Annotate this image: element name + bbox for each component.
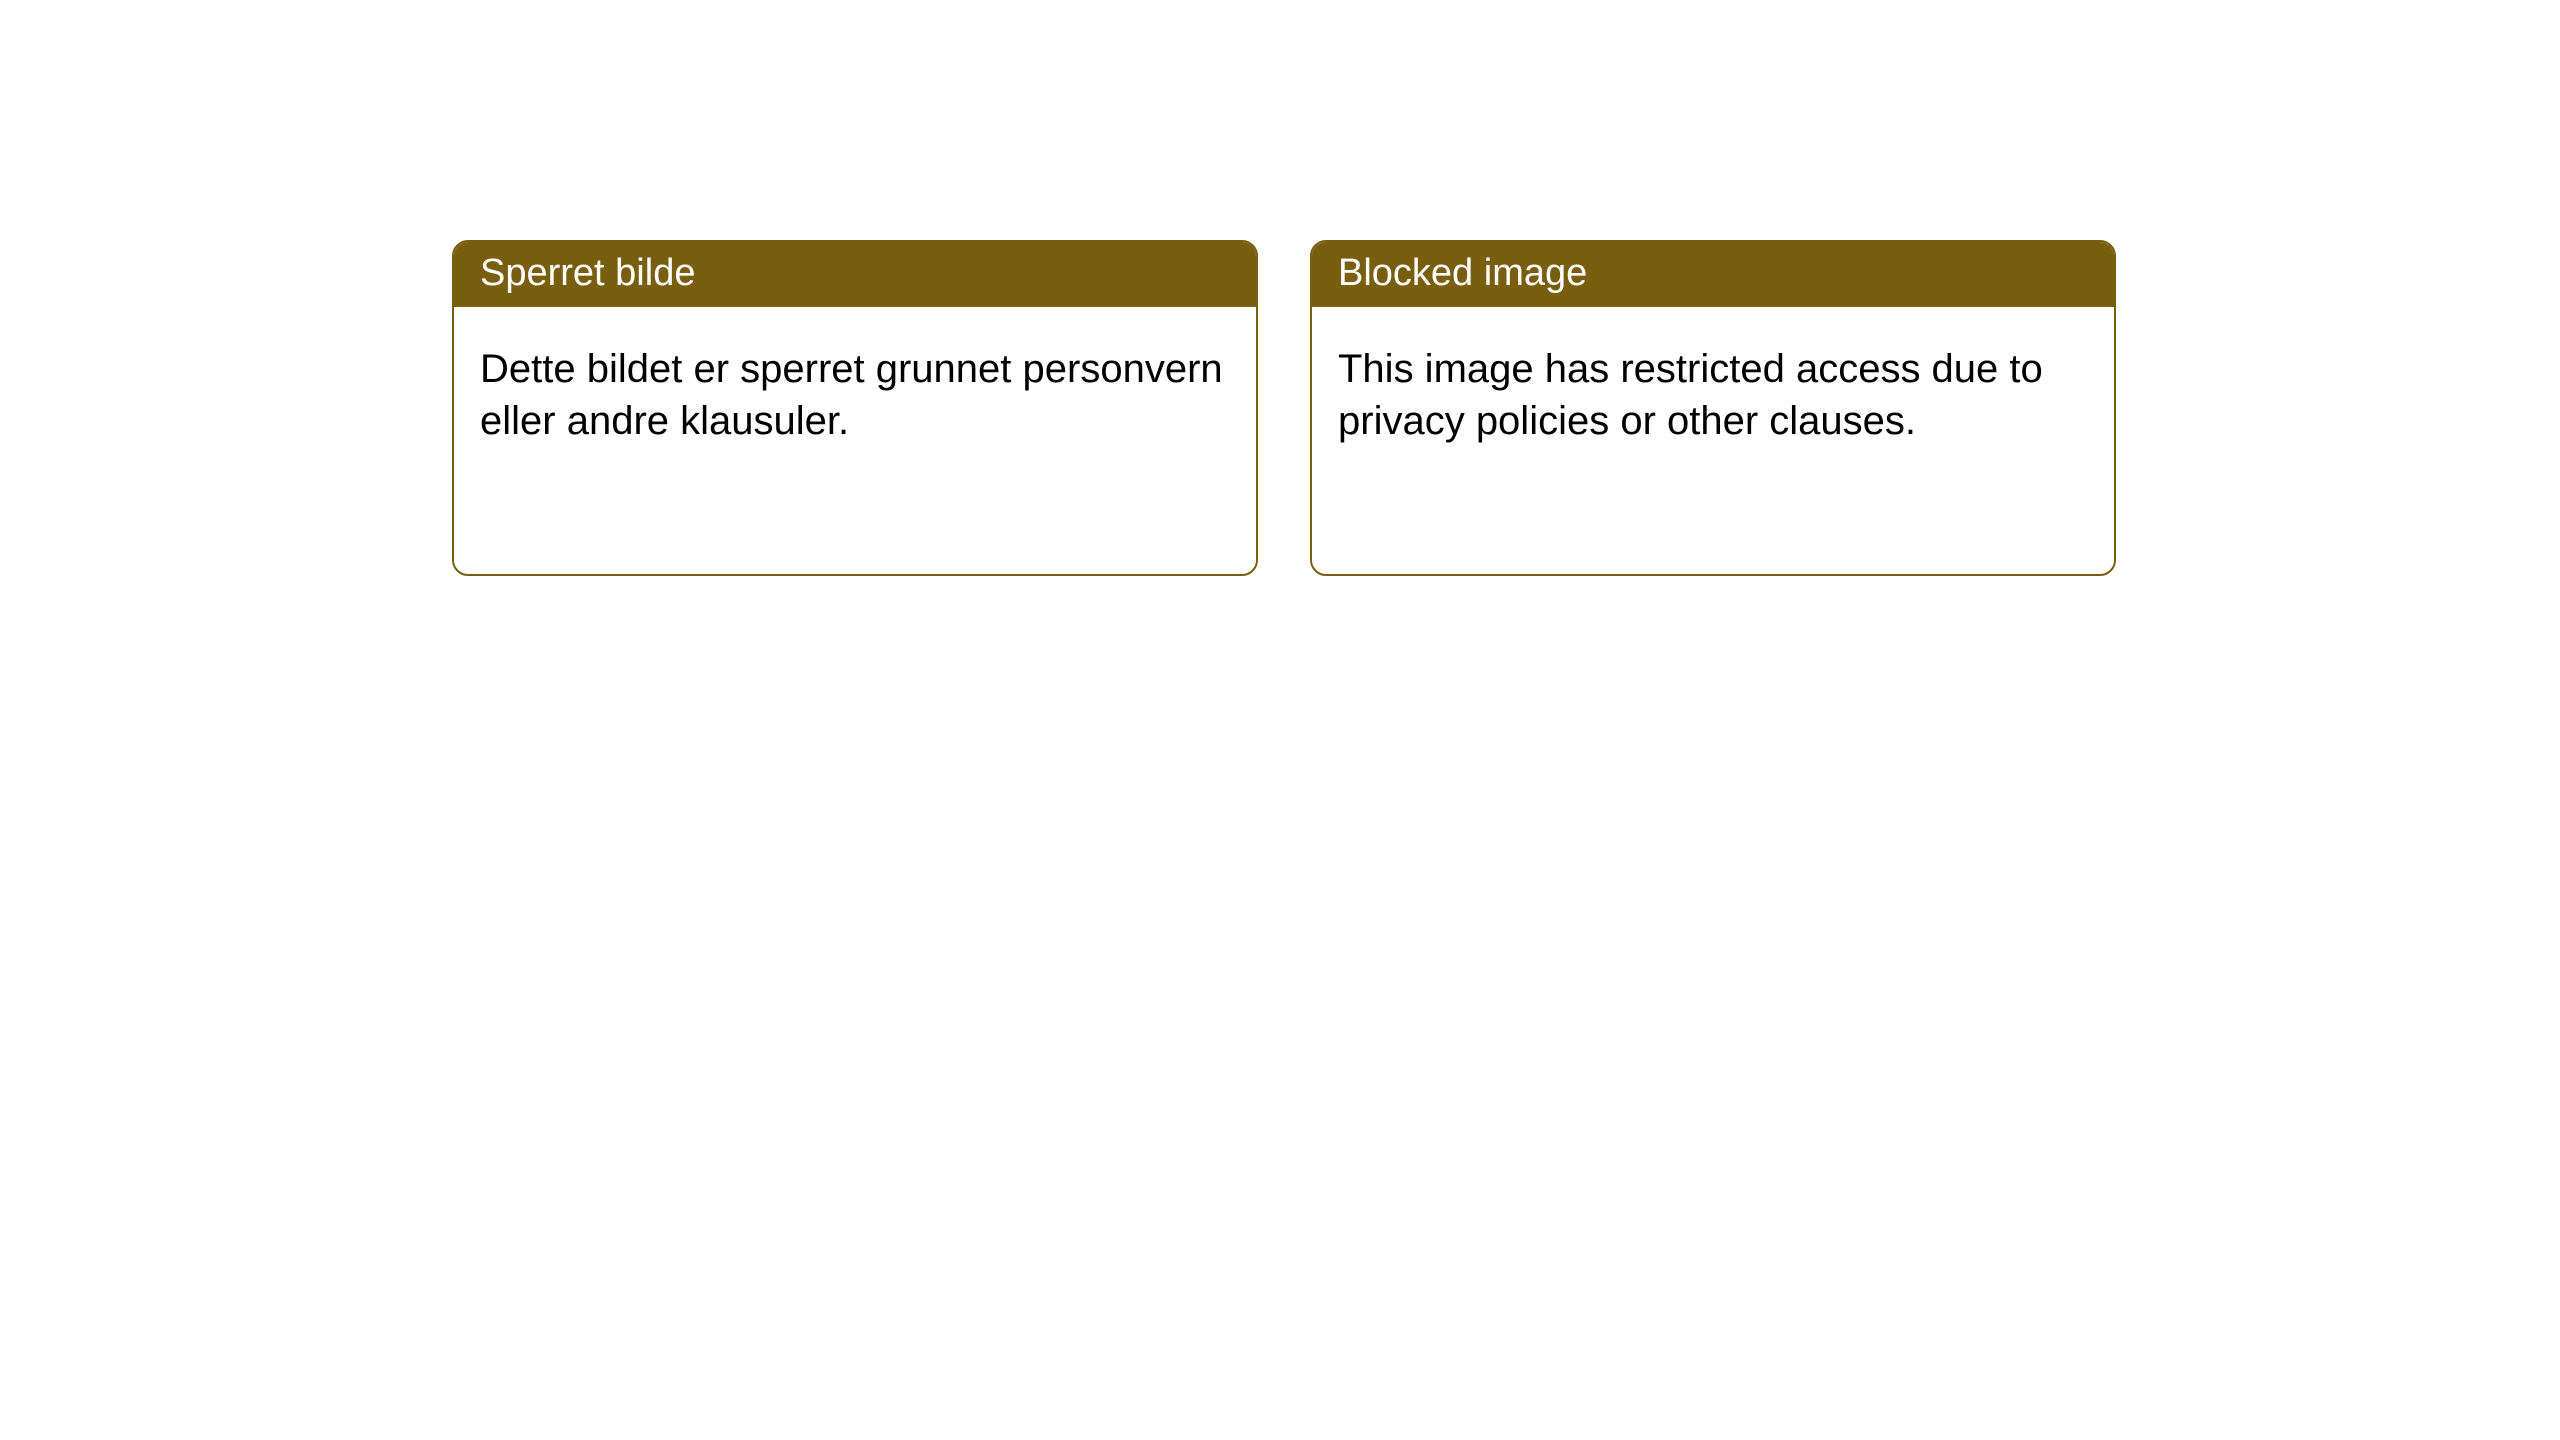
blocked-image-cards: Sperret bilde Dette bildet er sperret gr…	[452, 240, 2560, 576]
card-title: Sperret bilde	[480, 252, 695, 294]
card-message: This image has restricted access due to …	[1338, 347, 2043, 443]
card-body: Dette bildet er sperret grunnet personve…	[454, 307, 1256, 483]
card-header: Sperret bilde	[454, 242, 1256, 307]
card-message: Dette bildet er sperret grunnet personve…	[480, 347, 1223, 443]
card-header: Blocked image	[1312, 242, 2114, 307]
blocked-image-card-no: Sperret bilde Dette bildet er sperret gr…	[452, 240, 1258, 576]
card-body: This image has restricted access due to …	[1312, 307, 2114, 483]
blocked-image-card-en: Blocked image This image has restricted …	[1310, 240, 2116, 576]
card-title: Blocked image	[1338, 252, 1587, 294]
